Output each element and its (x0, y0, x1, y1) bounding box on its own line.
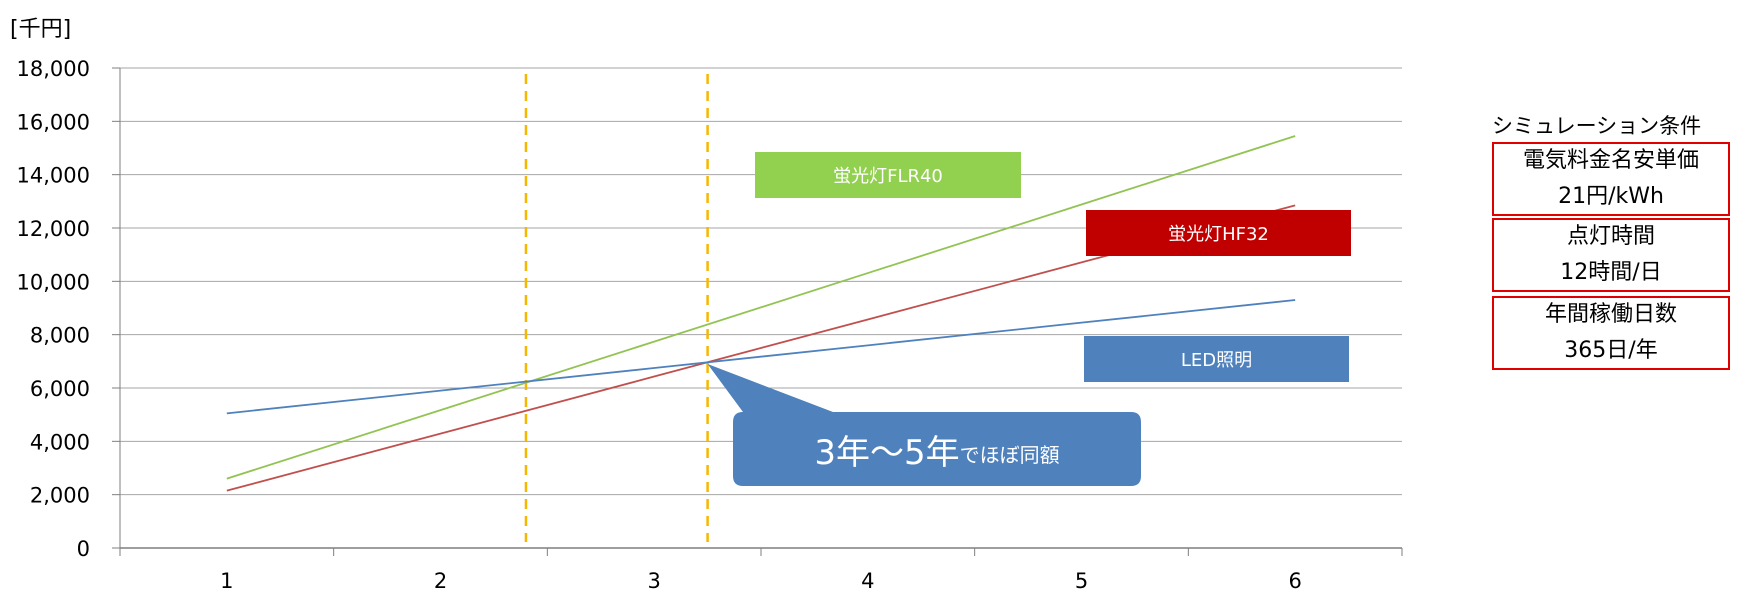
series-line (226, 135, 1296, 480)
condition-value: 365日/年 (1564, 338, 1658, 363)
legend-label-hf32: 蛍光灯HF32 (1168, 224, 1269, 245)
conditions-title: シミュレーション条件 (1492, 114, 1702, 138)
callout-text: 3年～5年 でほぼ同額 (733, 412, 1141, 486)
callout-main-text: 3年～5年 (814, 432, 960, 473)
y-tick-label: 8,000 (30, 324, 90, 348)
y-tick-label: 6,000 (30, 377, 90, 401)
condition-value: 12時間/日 (1560, 260, 1662, 285)
condition-operating-days: 年間稼働日数 365日/年 (1492, 296, 1730, 370)
x-tick-label: 6 (1288, 569, 1301, 593)
x-tick-label: 3 (647, 569, 660, 593)
x-tick-label: 5 (1075, 569, 1088, 593)
condition-label: 電気料金名安単価 (1522, 148, 1699, 173)
y-tick-label: 16,000 (17, 110, 90, 134)
x-tick-label: 1 (220, 569, 233, 593)
callout-sub-text: でほぼ同額 (959, 442, 1060, 467)
y-unit-label: [千円] (10, 17, 71, 42)
legend-box-hf32: 蛍光灯HF32 (1086, 210, 1351, 256)
callout-bubble (707, 364, 1141, 486)
y-tick-label: 10,000 (17, 270, 90, 294)
x-tick-label: 4 (861, 569, 874, 593)
y-tick-label: 18,000 (17, 57, 90, 81)
legend-box-flr40: 蛍光灯FLR40 (755, 152, 1021, 198)
x-tick-label: 2 (434, 569, 447, 593)
legend-label-led: LED照明 (1180, 350, 1253, 371)
condition-label: 年間稼働日数 (1544, 302, 1677, 327)
condition-electricity-rate: 電気料金名安単価 21円/kWh (1492, 142, 1730, 216)
series-line (226, 299, 1296, 415)
y-tick-label: 4,000 (30, 430, 90, 454)
y-tick-label: 12,000 (17, 217, 90, 241)
condition-label: 点灯時間 (1566, 224, 1655, 249)
y-tick-label: 0 (77, 537, 90, 561)
condition-value: 21円/kWh (1558, 184, 1664, 209)
y-tick-label: 2,000 (30, 484, 90, 508)
condition-lighting-hours: 点灯時間 12時間/日 (1492, 218, 1730, 292)
legend-label-flr40: 蛍光灯FLR40 (833, 166, 943, 187)
legend-box-led: LED照明 (1084, 336, 1349, 382)
y-tick-label: 14,000 (17, 164, 90, 188)
